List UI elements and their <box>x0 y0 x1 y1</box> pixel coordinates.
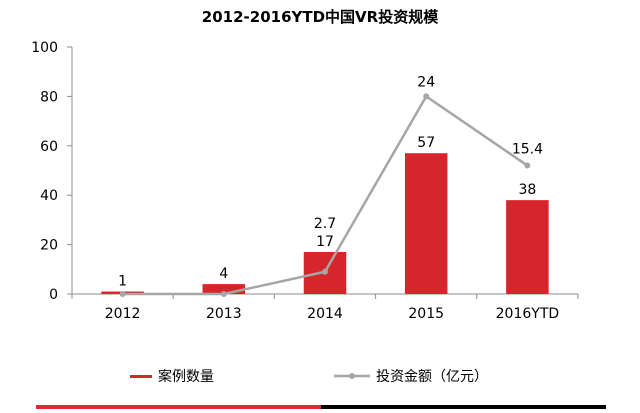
x-tick-label: 2013 <box>206 306 242 322</box>
y-tick-label: 0 <box>49 287 58 303</box>
legend-line-swatch <box>334 373 370 379</box>
x-tick-label: 2016YTD <box>496 306 560 322</box>
legend-bar-swatch <box>130 374 152 378</box>
line-value-label: 15.4 <box>512 142 543 158</box>
chart-axes: 0 20 40 60 80 100 2012 2013 2014 2015 2016YTD <box>31 40 579 322</box>
footer-rule-left <box>36 405 321 409</box>
bar <box>202 284 246 294</box>
line-point <box>524 162 531 169</box>
legend-line-label: 投资金额（亿元） <box>376 369 488 385</box>
legend-item-line: 投资金额（亿元） <box>334 366 488 386</box>
x-tick-label: 2012 <box>105 306 141 322</box>
x-tick-label: 2014 <box>307 306 343 322</box>
line-point <box>220 291 227 297</box>
data-labels: 1 4 17 57 38 2.7 24 15.4 <box>118 74 543 289</box>
legend-item-bar: 案例数量 <box>130 366 214 386</box>
legend-bar-label: 案例数量 <box>158 369 214 385</box>
bar-value-label: 1 <box>118 274 127 290</box>
bar-value-label: 38 <box>518 182 536 198</box>
y-tick-label: 40 <box>40 188 58 204</box>
y-tick-label: 60 <box>40 139 58 155</box>
line-point <box>423 93 430 100</box>
bar <box>506 200 549 294</box>
bar-value-label: 17 <box>316 234 334 250</box>
line-series <box>119 93 531 297</box>
line-value-label: 24 <box>417 74 435 90</box>
line-point <box>119 291 126 297</box>
bar-value-label: 57 <box>417 135 435 151</box>
footer-rule-right <box>321 405 606 409</box>
bar <box>404 153 448 294</box>
bar-value-label: 4 <box>219 266 228 282</box>
y-tick-label: 20 <box>40 238 58 254</box>
x-tick-label: 2015 <box>408 306 444 322</box>
y-tick-label: 80 <box>40 89 58 105</box>
line-point <box>322 268 328 275</box>
line-value-label: 2.7 <box>314 216 336 232</box>
bar-series <box>101 153 549 294</box>
y-tick-label: 100 <box>31 40 58 56</box>
chart-title: 2012-2016YTD中国VR投资规模 <box>201 8 439 26</box>
